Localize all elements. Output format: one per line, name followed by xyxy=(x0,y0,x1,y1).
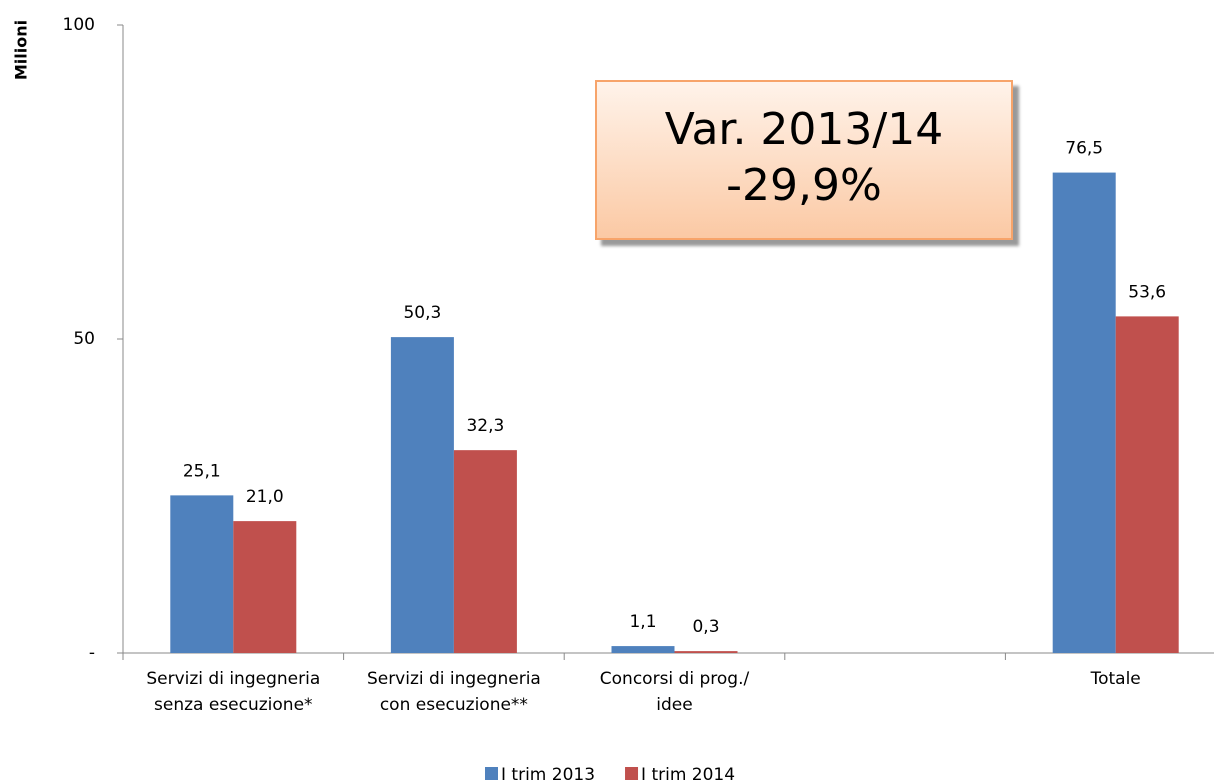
bar xyxy=(611,646,675,653)
data-label: 50,3 xyxy=(403,303,441,323)
y-axis-label: Milioni xyxy=(12,20,31,80)
x-tick-label: Totale xyxy=(1090,669,1141,689)
legend-label: I trim 2014 xyxy=(641,765,735,784)
annotation-box: Var. 2013/14 -29,9% xyxy=(595,80,1013,240)
legend-swatch xyxy=(485,767,498,780)
bar xyxy=(674,651,738,653)
legend-label: I trim 2013 xyxy=(501,765,595,784)
y-tick-label: 100 xyxy=(63,15,95,35)
bar xyxy=(390,337,454,653)
y-tick-label: 50 xyxy=(73,329,95,349)
data-label: 32,3 xyxy=(466,416,504,436)
bar xyxy=(1115,316,1179,653)
x-tick-label: Servizi di ingegneria con esecuzione** xyxy=(366,669,541,715)
data-label: 25,1 xyxy=(183,461,221,481)
data-label: 0,3 xyxy=(692,617,719,637)
annotation-text: -29,9% xyxy=(726,160,882,211)
bar xyxy=(170,495,234,653)
data-label: 1,1 xyxy=(629,612,656,632)
data-label: 76,5 xyxy=(1065,139,1103,159)
data-label: 21,0 xyxy=(246,487,284,507)
legend-swatch xyxy=(625,767,639,780)
annotation-text: Var. 2013/14 xyxy=(664,104,944,155)
x-tick-label: Servizi di ingegneria senza esecuzione* xyxy=(146,669,321,715)
bar xyxy=(453,450,517,653)
bar xyxy=(233,521,297,653)
data-label: 53,6 xyxy=(1128,282,1166,302)
bar xyxy=(1052,172,1116,653)
x-tick-label: Concorsi di prog./ idee xyxy=(599,669,750,715)
y-tick-label: - xyxy=(89,643,95,663)
